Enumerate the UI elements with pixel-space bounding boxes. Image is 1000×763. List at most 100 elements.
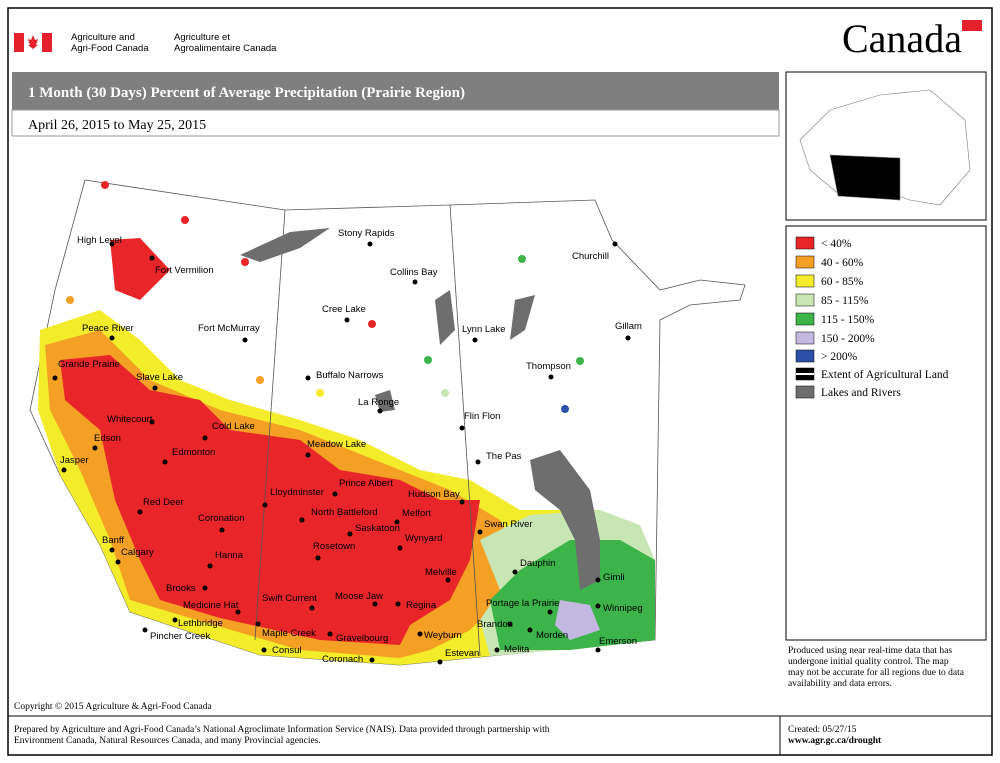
city-dot — [612, 241, 618, 247]
city-label: Saskatoon — [355, 523, 400, 534]
date-box — [11, 109, 780, 137]
city-label: Brooks — [166, 583, 196, 594]
city-label: Coronach — [322, 654, 363, 665]
legend-label: 150 - 200% — [821, 333, 875, 345]
date-range: April 26, 2015 to May 25, 2015 — [28, 118, 206, 133]
city-label: Brandon — [477, 619, 513, 630]
city-label: Maple Creek — [262, 628, 316, 639]
city-label: Swan River — [484, 519, 533, 530]
city-dot — [152, 385, 158, 391]
legend-label: < 40% — [821, 238, 852, 250]
city-dot — [472, 337, 478, 343]
city-dot — [412, 279, 418, 285]
city-dot — [305, 375, 311, 381]
city-label: Stony Rapids — [338, 228, 395, 239]
city-label: Flin Flon — [464, 411, 500, 422]
prepared-by: Prepared by Agriculture and Agri-Food Ca… — [14, 724, 550, 735]
legend-box — [785, 225, 987, 641]
city-label: Thompson — [526, 361, 571, 372]
city-dot — [149, 255, 155, 261]
city-dot — [332, 491, 338, 497]
city-label: Dauphin — [520, 558, 555, 569]
city-dot — [115, 559, 121, 565]
city-dot — [595, 647, 601, 653]
city-label: Lynn Lake — [462, 324, 506, 335]
city-dot — [137, 509, 143, 515]
city-label: Peace River — [82, 323, 134, 334]
city-label: Cree Lake — [322, 304, 366, 315]
disclaimer: availability and data errors. — [788, 679, 892, 689]
city-label: Meadow Lake — [307, 439, 366, 450]
title-bar — [12, 72, 779, 110]
city-dot — [109, 335, 115, 341]
city-dot — [202, 435, 208, 441]
city-dot — [162, 459, 168, 465]
city-label: Melfort — [402, 508, 431, 519]
city-dot — [207, 563, 213, 569]
city-dot — [242, 337, 248, 343]
city-label: Fort Vermilion — [155, 265, 214, 276]
disclaimer: may not be accurate for all regions due … — [788, 667, 965, 678]
dept-en: Agriculture and — [71, 32, 135, 43]
city-label: Edmonton — [172, 447, 215, 458]
city-dot — [262, 502, 268, 508]
legend-label: > 200% — [821, 351, 858, 363]
city-dot — [459, 499, 465, 505]
city-label: The Pas — [486, 451, 522, 462]
city-dot — [494, 647, 500, 653]
city-label: Regina — [406, 600, 437, 611]
disclaimer: Produced using near real-time data that … — [788, 646, 952, 656]
legend-label: 60 - 85% — [821, 276, 864, 288]
legend-swatches — [795, 236, 815, 399]
dept-en: Agri-Food Canada — [71, 43, 149, 54]
city-label: Weyburn — [424, 630, 462, 641]
city-dot — [445, 577, 451, 583]
city-dot — [235, 609, 241, 615]
city-dot — [61, 467, 67, 473]
city-label: Winnipeg — [603, 603, 643, 614]
city-label: North Battleford — [311, 507, 378, 518]
city-dot — [512, 569, 518, 575]
city-labels: High Level Fort Vermilion Stony Rapids Chur… — [52, 228, 643, 665]
city-dot — [299, 517, 305, 523]
wordmark-flag — [962, 20, 982, 31]
city-label: Melville — [425, 567, 457, 578]
legend-label: 40 - 60% — [821, 257, 864, 269]
city-dot — [548, 374, 554, 380]
city-dot — [219, 527, 225, 533]
copyright: Copyright © 2015 Agriculture & Agri-Food… — [14, 701, 213, 712]
city-dot — [507, 621, 513, 627]
city-label: Cold Lake — [212, 421, 255, 432]
title: 1 Month (30 Days) Percent of Average Pre… — [28, 85, 465, 101]
dept-fr: Agriculture et — [174, 32, 230, 43]
city-label: Swift Current — [262, 593, 317, 604]
city-dot — [142, 627, 148, 633]
city-dot — [477, 529, 483, 535]
city-label: Lethbridge — [178, 618, 223, 629]
city-dot — [261, 647, 267, 653]
city-label: Jasper — [60, 455, 89, 466]
city-dot — [202, 585, 208, 591]
city-dot — [437, 659, 443, 665]
city-label: Medicine Hat — [183, 600, 239, 611]
city-dot — [547, 609, 553, 615]
city-label: Pincher Creek — [150, 631, 210, 642]
inset-map — [799, 89, 971, 206]
map — [29, 179, 746, 666]
city-label: Whitecourt — [107, 414, 153, 425]
city-label: Buffalo Narrows — [316, 370, 384, 381]
city-dot — [309, 605, 315, 611]
city-label: Edson — [94, 433, 121, 444]
city-dot — [377, 408, 383, 414]
city-dot — [367, 241, 373, 247]
city-label: Grande Prairie — [58, 359, 120, 370]
city-label: Hudson Bay — [408, 489, 460, 500]
city-label: La Ronge — [358, 397, 399, 408]
city-dot — [372, 601, 378, 607]
city-label: Wynyard — [405, 533, 442, 544]
city-label: Red Deer — [143, 497, 184, 508]
city-dot — [475, 459, 481, 465]
created: Created: 05/27/15 — [788, 725, 857, 735]
city-label: Moose Jaw — [335, 591, 383, 602]
